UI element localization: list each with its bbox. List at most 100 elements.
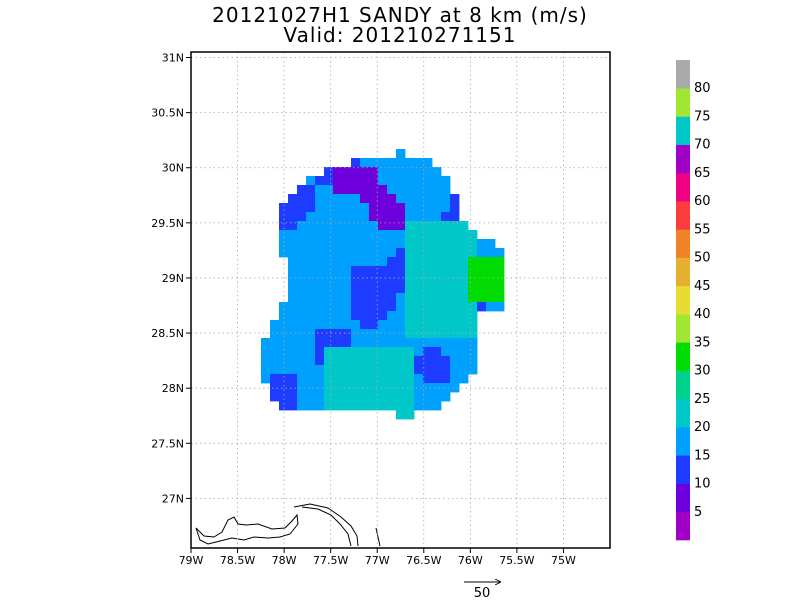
field-cell [495, 257, 505, 267]
field-cell [468, 311, 478, 321]
field-cell [279, 383, 289, 393]
field-cell [279, 311, 289, 321]
field-cell [450, 329, 460, 339]
field-cell [288, 347, 298, 357]
field-cell [396, 176, 406, 186]
field-cell [387, 383, 397, 393]
field-cell [414, 347, 424, 357]
field-cell [423, 221, 433, 231]
field-cell [486, 284, 496, 294]
field-cell [387, 392, 397, 402]
field-cell [279, 356, 289, 366]
field-cell [405, 302, 415, 312]
field-cell [369, 158, 379, 168]
field-cell [315, 203, 325, 213]
field-cell [351, 329, 361, 339]
field-cell [450, 194, 460, 204]
field-cell [378, 158, 388, 168]
field-cell [351, 167, 361, 177]
field-cell [315, 320, 325, 330]
field-cell [396, 338, 406, 348]
field-cell [369, 356, 379, 366]
field-cell [342, 185, 352, 195]
field-cell [387, 185, 397, 195]
field-cell [333, 347, 343, 357]
field-cell [315, 212, 325, 222]
field-cell [468, 365, 478, 375]
field-cell [459, 248, 469, 258]
field-cell [288, 329, 298, 339]
colorbar-box [676, 455, 690, 484]
field-cell [360, 392, 370, 402]
field-cell [468, 284, 478, 294]
field-cell [333, 329, 343, 339]
field-cell [378, 302, 388, 312]
field-cell [288, 365, 298, 375]
field-cell [378, 383, 388, 393]
field-cell [378, 311, 388, 321]
field-cell [468, 356, 478, 366]
field-cell [324, 401, 334, 411]
colorbar-label: 65 [694, 166, 711, 181]
x-tick-label: 76W [458, 554, 483, 567]
field-cell [324, 383, 334, 393]
field-cell [477, 293, 487, 303]
colorbar-label: 80 [694, 81, 711, 96]
field-cell [432, 176, 442, 186]
field-cell [486, 248, 496, 258]
field-cell [342, 338, 352, 348]
field-cell [351, 311, 361, 321]
field-cell [333, 230, 343, 240]
field-cell [315, 365, 325, 375]
field-cell [414, 158, 424, 168]
field-cell [342, 257, 352, 267]
field-cell [441, 338, 451, 348]
field-cell [288, 239, 298, 249]
field-cell [396, 293, 406, 303]
field-cell [279, 230, 289, 240]
x-tick-label: 79W [179, 554, 204, 567]
colorbar-box [676, 483, 690, 513]
reference-vector: 50 [464, 582, 500, 600]
field-cell [360, 356, 370, 366]
field-cell [423, 248, 433, 258]
field-cell [441, 320, 451, 330]
field-cell [387, 257, 397, 267]
field-cell [324, 248, 334, 258]
field-cell [324, 302, 334, 312]
axes: 79W 78.5W 78W 77.5W 77W 76.5W 76W 75.5W 75W 27N 27… [151, 52, 576, 567]
field-cell [288, 320, 298, 330]
field-cell [441, 257, 451, 267]
field-cell [342, 401, 352, 411]
field-cell [297, 239, 307, 249]
field-cell [378, 401, 388, 411]
field-cell [405, 284, 415, 294]
field-cell [279, 221, 289, 231]
field-cell [351, 158, 361, 168]
field-cell [324, 293, 334, 303]
field-cell [279, 338, 289, 348]
field-cell [441, 266, 451, 276]
field-cell [360, 221, 370, 231]
reference-label: 50 [474, 586, 491, 600]
field-cell [432, 212, 442, 222]
field-cell [378, 185, 388, 195]
field-cell [297, 212, 307, 222]
field-cell [441, 194, 451, 204]
field-cell [459, 356, 469, 366]
field-cell [450, 212, 460, 222]
field-cell [423, 203, 433, 213]
field-cell [441, 212, 451, 222]
field-cell [333, 212, 343, 222]
field-cell [315, 329, 325, 339]
y-tick-label: 28.5N [151, 327, 184, 340]
field-cell [333, 167, 343, 177]
field-cell [414, 248, 424, 258]
field-cell [387, 302, 397, 312]
field-cell [414, 374, 424, 384]
field-cell [378, 293, 388, 303]
field-cell [342, 176, 352, 186]
field-cell [432, 302, 442, 312]
field-cell [495, 266, 505, 276]
field-cell [324, 338, 334, 348]
